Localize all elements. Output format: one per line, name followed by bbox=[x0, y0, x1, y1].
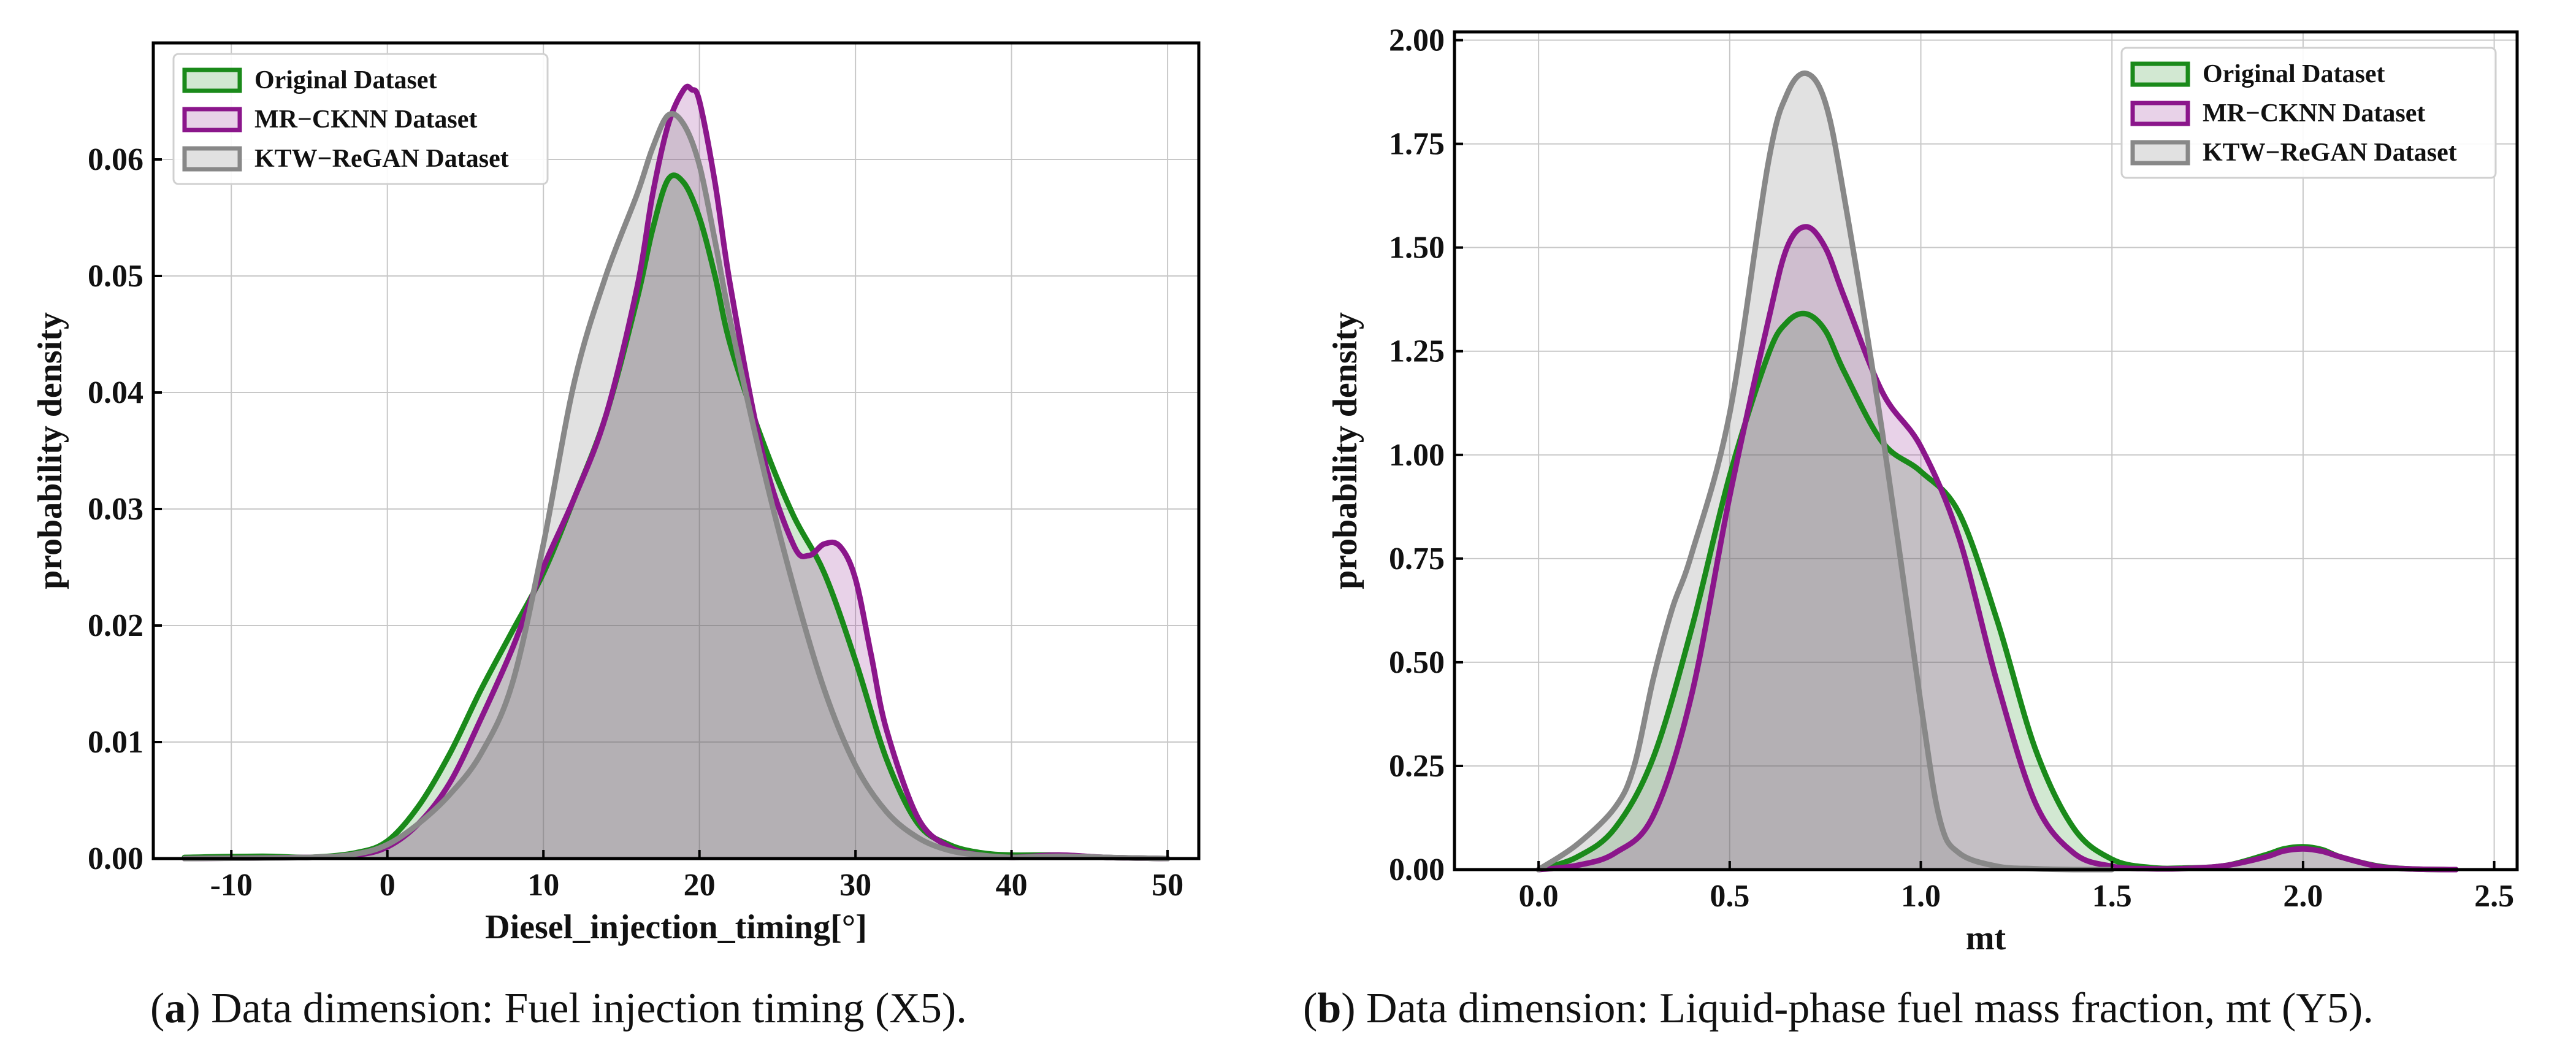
legend-label-ktw: KTW−ReGAN Dataset bbox=[254, 145, 509, 173]
density-line-ktw bbox=[1535, 70, 2115, 873]
density-fill-mrcknn bbox=[184, 86, 1168, 859]
x-axis-label: mt bbox=[1966, 919, 2006, 957]
legend-swatch-bg bbox=[185, 70, 240, 91]
legend-label-original: Original Dataset bbox=[254, 66, 437, 94]
legend-box bbox=[2120, 47, 2497, 179]
y-tick-label: 1.50 bbox=[1389, 231, 1445, 266]
legend-swatch-mrcknn bbox=[2130, 101, 2190, 126]
legend-swatch-bg bbox=[185, 148, 240, 169]
y-tick-label: 1.25 bbox=[1389, 334, 1445, 369]
chart-a: -10 0 10 20 30 40 50 0.00 0.01 0.02 0.03 0.04 0.05 0.… bbox=[31, 41, 1201, 946]
caption-a: (a) Data dimension: Fuel injection timin… bbox=[150, 985, 967, 1032]
y-tick-label: 2.00 bbox=[1389, 23, 1445, 58]
caption-b: (b) Data dimension: Liquid-phase fuel ma… bbox=[1303, 985, 2374, 1032]
legend-swatch-bg bbox=[185, 109, 240, 130]
legend-label-original: Original Dataset bbox=[2203, 60, 2385, 88]
y-axis-label: probability density bbox=[31, 312, 69, 589]
density-fill-original bbox=[184, 175, 1168, 859]
x-tick-label: 2.0 bbox=[2283, 879, 2323, 914]
legend-swatch-original bbox=[2130, 61, 2190, 87]
legend-swatch-bg bbox=[2133, 103, 2188, 124]
y-tick-label: 0.04 bbox=[88, 375, 143, 410]
x-tick-label: 30 bbox=[839, 868, 871, 903]
y-tick-label: 0.50 bbox=[1389, 645, 1445, 680]
x-tick-label: -10 bbox=[210, 868, 253, 903]
legend-label-mrcknn: MR−CKNN Dataset bbox=[2203, 99, 2425, 128]
legend: Original Dataset MR−CKNN Dataset KTW−ReGAN… bbox=[172, 53, 549, 185]
density-line-ktw bbox=[182, 111, 1171, 862]
y-tick-label: 1.75 bbox=[1389, 127, 1445, 162]
y-tick-label: 0.06 bbox=[88, 142, 143, 177]
legend-swatch-mrcknn bbox=[182, 107, 242, 132]
x-tick-label: 1.0 bbox=[1901, 879, 1941, 914]
x-tick-label: 40 bbox=[996, 868, 1028, 903]
y-tick-label: 0.00 bbox=[88, 841, 143, 876]
y-tick-label: 0.00 bbox=[1389, 852, 1445, 887]
y-tick-label: 0.75 bbox=[1389, 542, 1445, 576]
x-tick-label: 1.5 bbox=[2092, 879, 2132, 914]
y-tick-label: 0.05 bbox=[88, 259, 143, 294]
legend-swatch-bg bbox=[2133, 142, 2188, 163]
x-tick-label: 50 bbox=[1152, 868, 1183, 903]
y-tick-label: 0.03 bbox=[88, 492, 143, 527]
density-fill-original bbox=[1538, 313, 2456, 870]
density-line-mrcknn bbox=[1535, 224, 2459, 873]
x-tick-label: 0 bbox=[380, 868, 396, 903]
density-fill-mrcknn bbox=[1538, 226, 2456, 870]
legend-label-ktw: KTW−ReGAN Dataset bbox=[2203, 139, 2457, 167]
legend: Original Dataset MR−CKNN Dataset KTW−ReGAN… bbox=[2120, 47, 2497, 179]
series-group bbox=[182, 83, 1171, 862]
plot-frame bbox=[1453, 30, 2519, 871]
chart-b: 0.0 0.5 1.0 1.5 2.0 2.5 0.00 0.25 0.50 0.75 1.00 1.… bbox=[1326, 23, 2519, 957]
y-tick-label: 0.01 bbox=[88, 725, 143, 760]
legend-swatch-ktw bbox=[182, 146, 242, 172]
series-group bbox=[1535, 70, 2459, 873]
legend-swatch-ktw bbox=[2130, 140, 2190, 166]
y-tick-label: 0.02 bbox=[88, 608, 143, 643]
density-line-mrcknn bbox=[182, 83, 1171, 862]
x-axis-label: Diesel_injection_timing[°] bbox=[485, 908, 867, 946]
grid bbox=[153, 43, 1199, 859]
y-axis-label: probability density bbox=[1326, 312, 1364, 589]
x-tick-label: 10 bbox=[527, 868, 559, 903]
legend-label-mrcknn: MR−CKNN Dataset bbox=[254, 105, 477, 134]
legend-swatch-bg bbox=[2133, 64, 2188, 85]
x-tick-label: 0.5 bbox=[1710, 879, 1749, 914]
y-tick-label: 0.25 bbox=[1389, 749, 1445, 784]
legend-box bbox=[172, 53, 549, 185]
density-fill-ktw bbox=[184, 113, 1168, 859]
legend-swatch-original bbox=[182, 67, 242, 93]
x-tick-label: 2.5 bbox=[2474, 879, 2514, 914]
x-tick-label: 0.0 bbox=[1519, 879, 1559, 914]
x-tick-label: 20 bbox=[684, 868, 716, 903]
plot-frame bbox=[151, 41, 1201, 860]
y-tick-label: 1.00 bbox=[1389, 438, 1445, 473]
